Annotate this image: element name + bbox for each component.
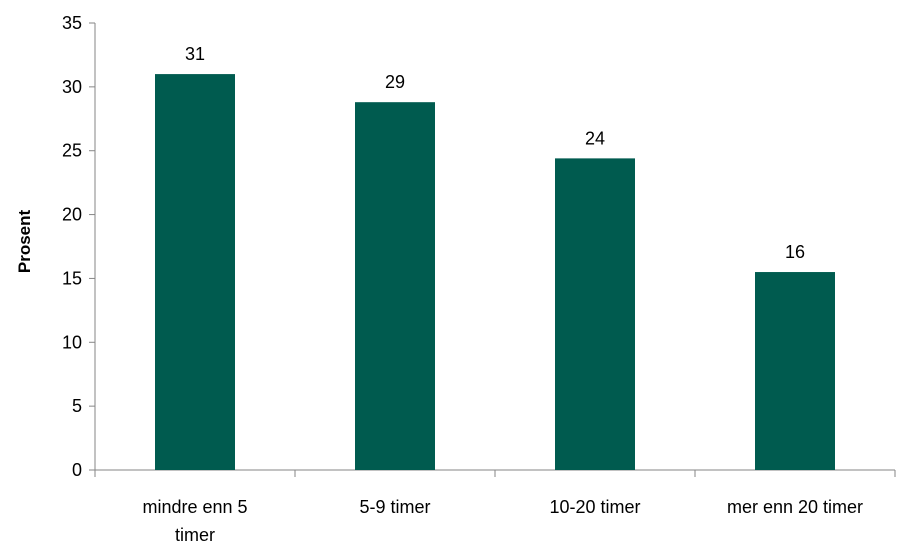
y-tick-label: 30 — [62, 77, 82, 97]
y-tick-label: 0 — [72, 460, 82, 480]
data-label: 16 — [785, 242, 805, 262]
bar — [555, 158, 635, 470]
category-label: 5-9 timer — [359, 497, 430, 517]
y-tick-label: 15 — [62, 268, 82, 288]
y-tick-label: 5 — [72, 396, 82, 416]
bars — [155, 74, 835, 470]
y-tick-label: 10 — [62, 332, 82, 352]
y-tick-label: 25 — [62, 141, 82, 161]
y-tick-label: 35 — [62, 13, 82, 33]
data-labels: 31 29 24 16 — [185, 44, 805, 262]
y-tick-label: 20 — [62, 205, 82, 225]
y-axis: 0 5 10 15 20 25 30 35 — [62, 13, 96, 480]
category-label: mindre enn 5 timer — [142, 497, 247, 545]
category-label: mer enn 20 timer — [727, 497, 863, 517]
bar — [155, 74, 235, 470]
data-label: 31 — [185, 44, 205, 64]
data-label: 29 — [385, 72, 405, 92]
category-labels: mindre enn 5 timer 5-9 timer 10-20 timer mer… — [142, 497, 863, 545]
bar — [755, 272, 835, 470]
data-label: 24 — [585, 128, 605, 148]
category-label: 10-20 timer — [549, 497, 640, 517]
bar — [355, 102, 435, 470]
x-axis — [94, 469, 896, 477]
y-axis-title: Prosent — [15, 210, 34, 274]
